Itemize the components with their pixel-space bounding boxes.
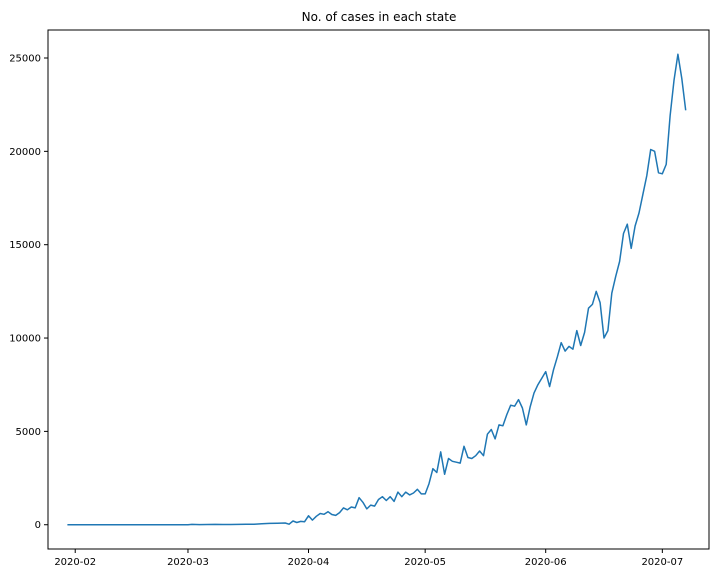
x-tick-label: 2020-04 <box>288 557 330 568</box>
y-tick-label: 10000 <box>9 334 41 345</box>
y-tick-label: 0 <box>35 520 41 531</box>
y-tick-label: 15000 <box>9 240 41 251</box>
series-line <box>67 53 687 526</box>
plot-area-frame <box>47 29 710 550</box>
y-tick-label: 25000 <box>9 54 41 65</box>
x-tick-label: 2020-03 <box>167 557 209 568</box>
y-tick-label: 20000 <box>9 147 41 158</box>
x-axis: 2020-02 2020-03 2020-04 2020-05 2020-06 2020-… <box>54 549 683 568</box>
x-tick-label: 2020-07 <box>641 557 683 568</box>
y-tick-label: 5000 <box>16 427 41 438</box>
x-tick-label: 2020-02 <box>54 557 96 568</box>
x-tick-label: 2020-05 <box>404 557 446 568</box>
x-tick-label: 2020-06 <box>525 557 567 568</box>
chart-title: No. of cases in each state <box>302 10 457 24</box>
y-axis: 0 5000 10000 15000 20000 25000 <box>9 54 48 531</box>
